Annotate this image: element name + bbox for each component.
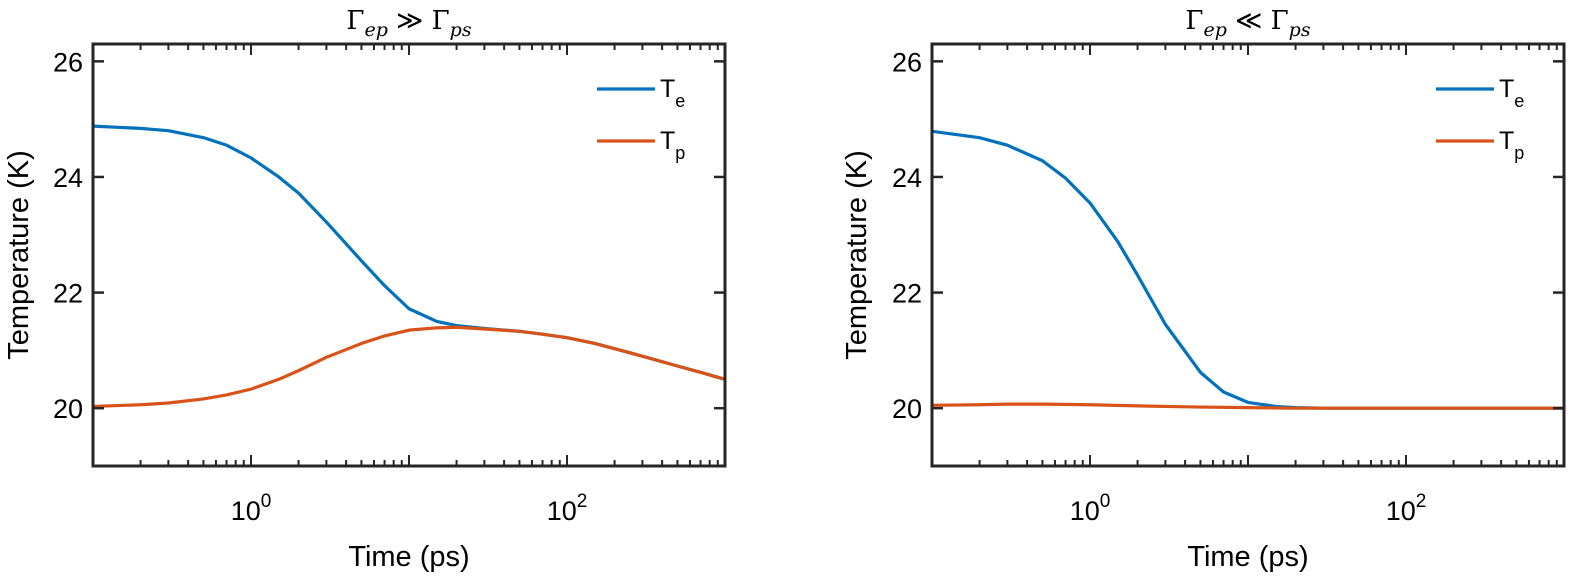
x-tick-base: 10 — [547, 496, 577, 526]
y-axis-label: Temperature (K) — [841, 150, 873, 360]
legend-base: T — [1499, 127, 1514, 155]
legend-label-tp: Tp — [660, 127, 685, 163]
x-tick-exponent: 2 — [1416, 491, 1427, 512]
legend-label-te: Te — [660, 75, 685, 111]
x-tick-label: 100 — [231, 491, 272, 526]
legend-subscript: e — [675, 91, 685, 111]
legend-subscript: e — [1514, 91, 1524, 111]
title-symbol: Γ — [1185, 6, 1203, 36]
title-symbol: Γ — [346, 6, 364, 36]
x-tick-base: 10 — [1386, 496, 1416, 526]
x-tick-label: 102 — [1386, 491, 1427, 526]
x-tick-exponent: 0 — [261, 491, 272, 512]
legend-subscript: p — [675, 143, 685, 163]
legend-subscript: p — [1514, 143, 1524, 163]
title-subscript: ep — [1203, 19, 1226, 41]
x-tick-base: 10 — [1070, 496, 1100, 526]
title-symbol: Γ — [432, 6, 450, 36]
y-tick-label: 24 — [892, 163, 922, 193]
title-relation: ≪ — [1227, 6, 1271, 36]
legend-base: T — [660, 127, 675, 155]
series-line-te — [93, 124, 725, 381]
title-symbol: Γ — [1271, 6, 1289, 36]
y-tick-label: 22 — [53, 279, 83, 309]
axes-box — [91, 42, 727, 468]
x-tick-exponent: 0 — [1100, 491, 1111, 512]
x-tick-label: 100 — [1070, 491, 1111, 526]
x-tick-label: 102 — [547, 491, 588, 526]
title-subscript: ep — [364, 19, 387, 41]
chart-title: Γep ≫ Γps — [346, 6, 471, 41]
title-subscript: ps — [450, 19, 472, 41]
x-tick-exponent: 2 — [577, 491, 588, 512]
y-tick-label: 24 — [53, 163, 83, 193]
series-line-te — [932, 129, 1564, 410]
series-line-tp — [93, 325, 725, 409]
legend-label-te: Te — [1499, 75, 1524, 111]
y-axis-label: Temperature (K) — [3, 150, 35, 360]
y-tick-label: 20 — [892, 394, 922, 424]
y-tick-label: 26 — [892, 47, 922, 77]
y-tick-label: 22 — [892, 279, 922, 309]
legend-base: T — [660, 75, 675, 103]
x-axis-label: Time (ps) — [348, 541, 469, 573]
y-tick-label: 26 — [53, 47, 83, 77]
x-tick-base: 10 — [231, 496, 261, 526]
legend-base: T — [1499, 75, 1514, 103]
x-axis-label: Time (ps) — [1187, 541, 1308, 573]
y-tick-label: 20 — [53, 394, 83, 424]
legend-label-tp: Tp — [1499, 127, 1524, 163]
series-line-tp — [932, 402, 1564, 410]
title-relation: ≫ — [388, 6, 432, 36]
chart-title: Γep ≪ Γps — [1185, 6, 1310, 41]
title-subscript: ps — [1289, 19, 1311, 41]
